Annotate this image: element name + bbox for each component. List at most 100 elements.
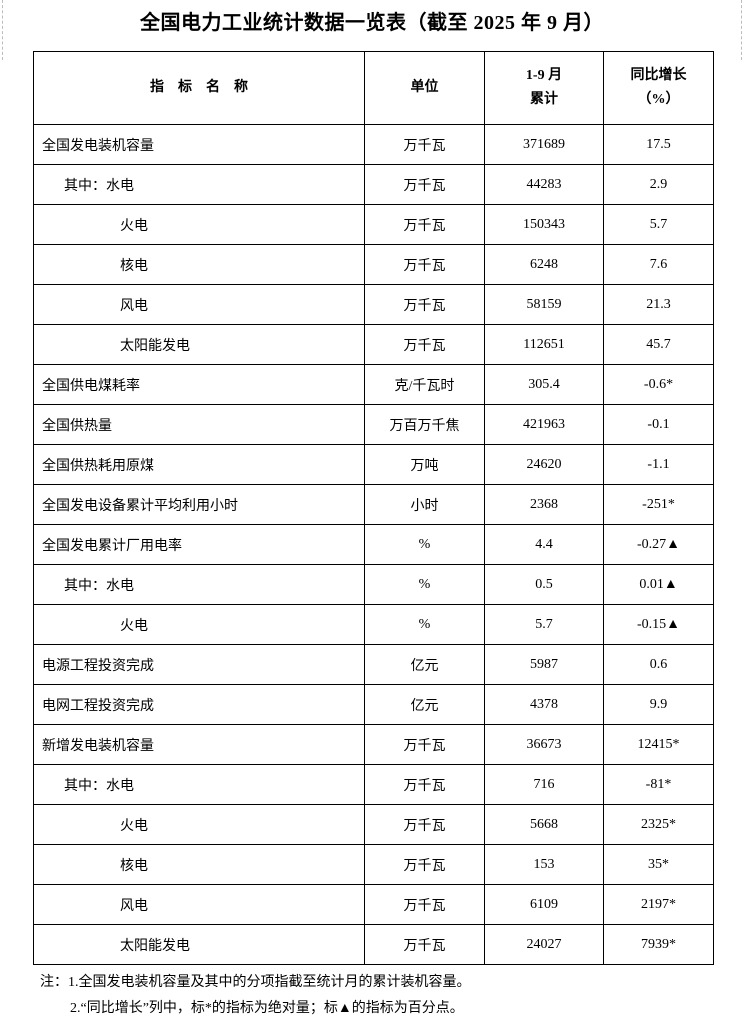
yoy-value: -0.27▲	[603, 524, 714, 565]
table-row: 风电 万千瓦 6109 2197*	[33, 884, 714, 925]
cumulative-value: 6109	[484, 884, 604, 925]
table-row: 电源工程投资完成 亿元 5987 0.6	[33, 644, 714, 685]
indicator-name: 风电	[33, 284, 365, 325]
unit-cell: 万吨	[364, 444, 485, 485]
cumulative-value: 0.5	[484, 564, 604, 605]
unit-cell: 万百万千焦	[364, 404, 485, 445]
cumulative-value: 2368	[484, 484, 604, 525]
yoy-value: 5.7	[603, 204, 714, 245]
header-cumulative-line2: 累计	[530, 92, 558, 107]
indicator-name: 火电	[33, 204, 365, 245]
indicator-name: 火电	[33, 804, 365, 845]
yoy-value: 0.6	[603, 644, 714, 685]
header-yoy: 同比增长 （%）	[603, 51, 714, 125]
indicator-name: 全国供热耗用原煤	[33, 444, 365, 485]
table-row: 全国发电装机容量 万千瓦 371689 17.5	[33, 124, 714, 165]
statistics-table: 指 标 名 称 单位 1-9 月累计 同比增长 （%） 全国发电装机容量 万千瓦 37…	[33, 51, 714, 965]
yoy-value: 12415*	[603, 724, 714, 765]
unit-cell: 万千瓦	[364, 284, 485, 325]
indicator-name: 全国发电设备累计平均利用小时	[33, 484, 365, 525]
yoy-value: 21.3	[603, 284, 714, 325]
unit-cell: 万千瓦	[364, 324, 485, 365]
indicator-name: 火电	[33, 604, 365, 645]
table-row: 全国供热耗用原煤 万吨 24620 -1.1	[33, 444, 714, 485]
unit-cell: 万千瓦	[364, 924, 485, 965]
cumulative-value: 6248	[484, 244, 604, 285]
yoy-value: 0.01▲	[603, 564, 714, 605]
page-edge	[2, 0, 3, 60]
table-row: 其中：水电% 0.5 0.01▲	[33, 564, 714, 605]
indicator-name: 核电	[33, 844, 365, 885]
unit-cell: 万千瓦	[364, 124, 485, 165]
table-row: 电网工程投资完成 亿元 4378 9.9	[33, 684, 714, 725]
yoy-value: -251*	[603, 484, 714, 525]
cumulative-value: 5987	[484, 644, 604, 685]
table-row: 全国发电累计厂用电率% 4.4 -0.27▲	[33, 524, 714, 565]
yoy-value: 45.7	[603, 324, 714, 365]
indicator-name: 其中：水电	[33, 764, 365, 805]
table-row: 核电 万千瓦 6248 7.6	[33, 244, 714, 285]
header-indicator-name: 指 标 名 称	[33, 51, 365, 125]
table-row: 火电% 5.7 -0.15▲	[33, 604, 714, 645]
unit-cell: 万千瓦	[364, 204, 485, 245]
yoy-value: 2197*	[603, 884, 714, 925]
unit-cell: %	[364, 524, 485, 565]
table-row: 风电 万千瓦 58159 21.3	[33, 284, 714, 325]
cumulative-value: 24027	[484, 924, 604, 965]
table-row: 其中：水电 万千瓦 716 -81*	[33, 764, 714, 805]
table-row: 全国供电煤耗率 克/千瓦时 305.4 -0.6*	[33, 364, 714, 405]
yoy-value: 2325*	[603, 804, 714, 845]
unit-cell: 亿元	[364, 644, 485, 685]
yoy-value: 2.9	[603, 164, 714, 205]
table-row: 新增发电装机容量 万千瓦 36673 12415*	[33, 724, 714, 765]
cumulative-value: 112651	[484, 324, 604, 365]
cumulative-value: 5.7	[484, 604, 604, 645]
indicator-name: 风电	[33, 884, 365, 925]
indicator-name: 新增发电装机容量	[33, 724, 365, 765]
yoy-value: -0.6*	[603, 364, 714, 405]
cumulative-value: 421963	[484, 404, 604, 445]
indicator-name: 电源工程投资完成	[33, 644, 365, 685]
indicator-name: 全国供电煤耗率	[33, 364, 365, 405]
indicator-name: 太阳能发电	[33, 324, 365, 365]
table-row: 全国供热量 万百万千焦 421963 -0.1	[33, 404, 714, 445]
yoy-value: 17.5	[603, 124, 714, 165]
indicator-name: 核电	[33, 244, 365, 285]
header-unit: 单位	[364, 51, 485, 125]
unit-cell: 万千瓦	[364, 724, 485, 765]
unit-cell: 克/千瓦时	[364, 364, 485, 405]
unit-cell: 万千瓦	[364, 844, 485, 885]
unit-cell: 亿元	[364, 684, 485, 725]
yoy-value: -0.1	[603, 404, 714, 445]
cumulative-value: 371689	[484, 124, 604, 165]
unit-cell: 万千瓦	[364, 164, 485, 205]
yoy-value: 7939*	[603, 924, 714, 965]
yoy-value: 35*	[603, 844, 714, 885]
indicator-name: 全国发电累计厂用电率	[33, 524, 365, 565]
cumulative-value: 305.4	[484, 364, 604, 405]
table-header-row: 指 标 名 称 单位 1-9 月累计 同比增长 （%）	[33, 51, 714, 125]
cumulative-value: 36673	[484, 724, 604, 765]
table-row: 其中：水电 万千瓦 44283 2.9	[33, 164, 714, 205]
page-edge	[741, 0, 742, 60]
indicator-name: 全国发电装机容量	[33, 124, 365, 165]
notes: 注：1.全国发电装机容量及其中的分项指截至统计月的累计装机容量。 2.“同比增长…	[40, 970, 471, 1022]
table-row: 火电 万千瓦 150343 5.7	[33, 204, 714, 245]
header-cumulative-line1: 1-9 月	[525, 68, 563, 83]
table-row: 太阳能发电 万千瓦 112651 45.7	[33, 324, 714, 365]
unit-cell: 万千瓦	[364, 884, 485, 925]
indicator-name: 其中：水电	[33, 164, 365, 205]
cumulative-value: 150343	[484, 204, 604, 245]
unit-cell: 万千瓦	[364, 804, 485, 845]
indicator-name: 全国供热量	[33, 404, 365, 445]
table-row: 火电 万千瓦 5668 2325*	[33, 804, 714, 845]
yoy-value: 7.6	[603, 244, 714, 285]
cumulative-value: 4378	[484, 684, 604, 725]
indicator-name: 其中：水电	[33, 564, 365, 605]
yoy-value: 9.9	[603, 684, 714, 725]
cumulative-value: 4.4	[484, 524, 604, 565]
table-row: 太阳能发电 万千瓦 24027 7939*	[33, 924, 714, 965]
unit-cell: 万千瓦	[364, 764, 485, 805]
header-yoy-line1: 同比增长	[630, 68, 687, 83]
header-yoy-line2: （%）	[637, 92, 680, 107]
